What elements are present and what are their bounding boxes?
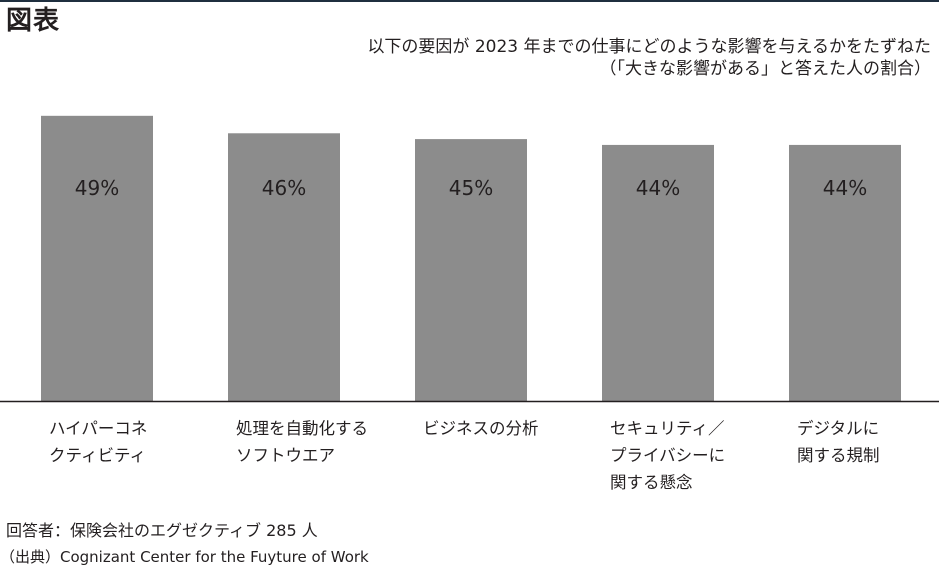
bar-1 — [41, 115, 153, 401]
bar-4 — [602, 144, 714, 402]
value-label-1: 49% — [75, 176, 119, 200]
bar-5 — [789, 144, 901, 402]
subtitle-line-1: 以下の要因が 2023 年までの仕事にどのような影響を与えるかをたずねた — [367, 37, 931, 57]
chart-subtitle: 以下の要因が 2023 年までの仕事にどのような影響を与えるかをたずねた （「大… — [367, 36, 931, 80]
category-label-4: セキュリティ／ プライバシーに 関する懸念 — [610, 419, 726, 492]
bar-2 — [228, 133, 340, 401]
value-label-5: 44% — [823, 176, 867, 200]
value-label-4: 44% — [636, 176, 680, 200]
top-rule — [0, 0, 939, 2]
source-note: （出典）Cognizant Center for the Fuyture of … — [0, 548, 369, 566]
respondents-note: 回答者：保険会社のエグゼクティブ 285 人 — [6, 521, 318, 540]
category-label-3: ビジネスの分析 — [423, 419, 539, 438]
bar-3 — [415, 139, 527, 401]
bar-chart: 49% 46% 45% 44% 44% — [0, 115, 939, 403]
value-label-2: 46% — [262, 176, 306, 200]
value-label-3: 45% — [449, 176, 493, 200]
subtitle-line-2: （「大きな影響がある」と答えた人の割合） — [599, 59, 932, 79]
category-label-5: デジタルに 関する規制 — [797, 419, 880, 465]
category-label-2: 処理を自動化する ソフトウエア — [236, 419, 368, 465]
category-label-1: ハイパーコネ クティビティ — [49, 419, 148, 465]
figure-label: 図表 — [6, 6, 61, 36]
